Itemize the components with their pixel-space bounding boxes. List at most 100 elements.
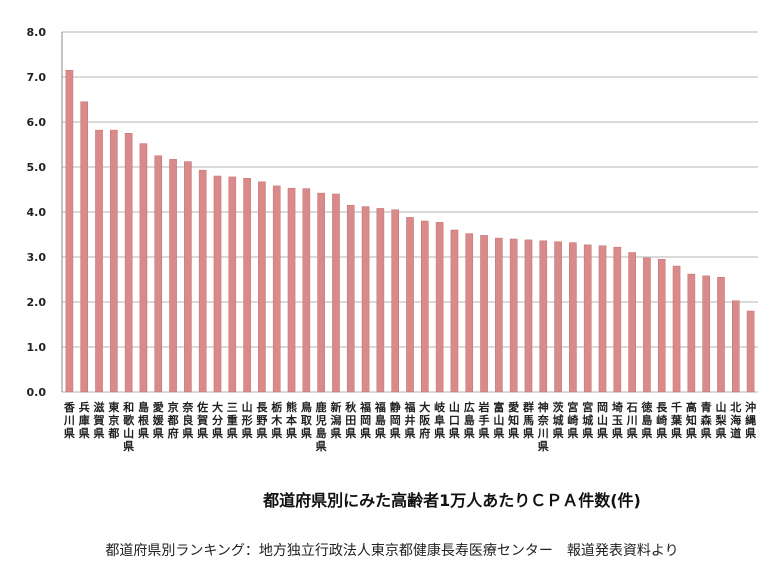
x-tick-label: 青森県 bbox=[701, 400, 713, 440]
x-tick-label: 群馬県 bbox=[522, 400, 534, 440]
bar bbox=[228, 176, 237, 393]
y-tick-label: 7.0 bbox=[27, 71, 47, 84]
bar bbox=[628, 252, 636, 393]
x-tick-label: 香川県 bbox=[63, 400, 76, 440]
x-tick-label: 静岡県 bbox=[390, 400, 401, 440]
x-tick-label: 埼玉県 bbox=[612, 400, 623, 440]
bar bbox=[613, 246, 622, 393]
bar bbox=[80, 101, 89, 393]
x-tick-label: 鹿児島県 bbox=[315, 400, 327, 453]
bar bbox=[524, 239, 533, 393]
y-tick-label: 8.0 bbox=[27, 26, 47, 39]
bar bbox=[391, 209, 399, 393]
bar bbox=[465, 233, 474, 393]
bar bbox=[672, 265, 681, 393]
source-caption: 都道府県別ランキング：地方独立行政法人東京都健康長寿医療センター 報道発表資料よ… bbox=[105, 543, 679, 559]
bar bbox=[435, 222, 444, 393]
x-tick-label: 山形県 bbox=[242, 400, 253, 440]
bar bbox=[302, 188, 311, 393]
x-tick-label: 愛媛県 bbox=[152, 400, 165, 440]
x-tick-label: 広島県 bbox=[464, 400, 475, 440]
x-tick-label: 富山県 bbox=[493, 400, 504, 440]
bar bbox=[124, 133, 133, 393]
x-tick-label: 福井県 bbox=[404, 400, 416, 440]
x-tick-label: 兵庫県 bbox=[79, 400, 90, 440]
x-tick-label: 宮崎県 bbox=[567, 400, 578, 440]
bar bbox=[598, 245, 607, 393]
bar bbox=[287, 187, 296, 393]
bar bbox=[421, 220, 429, 393]
bar bbox=[139, 143, 148, 393]
x-tick-label: 東京都 bbox=[107, 400, 120, 440]
x-tick-label: 北海道 bbox=[730, 400, 741, 440]
y-tick-label: 3.0 bbox=[27, 251, 47, 264]
x-tick-label: 鳥取県 bbox=[301, 400, 312, 440]
x-tick-label: 福島県 bbox=[374, 400, 386, 440]
bar bbox=[95, 129, 103, 393]
x-tick-label: 沖縄県 bbox=[745, 400, 756, 440]
bar bbox=[643, 257, 651, 393]
chart-title: 都道府県別にみた高齢者1万人あたりＣＰＡ件数(件) bbox=[263, 491, 641, 510]
bar bbox=[317, 192, 325, 393]
bar bbox=[332, 193, 340, 393]
bar-chart: 0.0 1.0 2.0 3.0 4.0 5.0 6.0 7.0 8.0 香川県兵庫県滋賀県東京都和… bbox=[27, 26, 758, 453]
x-tick-label: 神奈川県 bbox=[537, 400, 550, 453]
x-tick-label: 岩手県 bbox=[478, 400, 490, 440]
bar bbox=[272, 185, 281, 393]
x-tick-label: 熊本県 bbox=[286, 400, 297, 440]
x-tick-label: 大分県 bbox=[212, 400, 223, 440]
y-tick-label: 6.0 bbox=[27, 116, 47, 129]
x-tick-label: 高知県 bbox=[685, 400, 697, 440]
y-tick-label: 5.0 bbox=[27, 161, 47, 174]
x-tick-label: 山口県 bbox=[449, 400, 460, 440]
bar bbox=[731, 300, 740, 393]
x-tick-label: 岡山県 bbox=[597, 401, 608, 440]
bar bbox=[687, 273, 696, 393]
bar bbox=[539, 240, 548, 393]
x-tick-label: 新潟県 bbox=[330, 400, 341, 440]
x-tick-label: 三重県 bbox=[227, 401, 238, 440]
x-tick-label: 宮城県 bbox=[582, 400, 593, 440]
x-tick-label: 福岡県 bbox=[359, 400, 371, 440]
bar bbox=[198, 169, 207, 393]
bar bbox=[495, 237, 503, 393]
y-tick-label: 0.0 bbox=[27, 386, 47, 399]
bar bbox=[717, 277, 725, 393]
bar bbox=[154, 155, 163, 393]
x-tick-label: 徳島県 bbox=[640, 400, 652, 440]
x-tick-label: 大阪府 bbox=[419, 400, 431, 440]
bar bbox=[406, 217, 414, 393]
bar bbox=[213, 175, 222, 393]
y-tick-label: 2.0 bbox=[27, 296, 47, 309]
bar bbox=[450, 229, 459, 393]
bar bbox=[554, 241, 562, 393]
x-tick-label: 佐賀県 bbox=[196, 400, 208, 440]
x-tick-label: 長野県 bbox=[256, 401, 268, 440]
bar bbox=[243, 178, 251, 393]
x-tick-label: 茨城県 bbox=[553, 400, 564, 440]
x-tick-label: 石川県 bbox=[626, 401, 638, 440]
bar bbox=[509, 238, 518, 393]
x-tick-label: 長崎県 bbox=[656, 401, 668, 440]
x-tick-label: 奈良県 bbox=[181, 400, 194, 440]
bar bbox=[110, 129, 118, 393]
x-tick-label: 千葉県 bbox=[670, 400, 683, 440]
x-tick-label: 愛知県 bbox=[507, 400, 519, 440]
bar bbox=[376, 208, 385, 393]
bar bbox=[258, 181, 266, 393]
bar bbox=[169, 159, 177, 393]
x-tick-label: 山梨県 bbox=[714, 400, 727, 440]
x-tick-label: 滋賀県 bbox=[93, 400, 105, 440]
bar bbox=[569, 242, 577, 393]
bar bbox=[65, 70, 74, 393]
bar bbox=[361, 206, 370, 393]
bar bbox=[480, 235, 488, 393]
x-tick-label: 和歌山県 bbox=[123, 400, 135, 453]
bar bbox=[702, 275, 710, 393]
y-tick-label: 4.0 bbox=[27, 206, 47, 219]
x-tick-label: 京都府 bbox=[167, 400, 179, 440]
x-tick-label: 栃木県 bbox=[270, 400, 283, 440]
y-tick-label: 1.0 bbox=[27, 341, 47, 354]
bar bbox=[657, 259, 666, 393]
x-tick-label: 島根県 bbox=[138, 400, 150, 440]
